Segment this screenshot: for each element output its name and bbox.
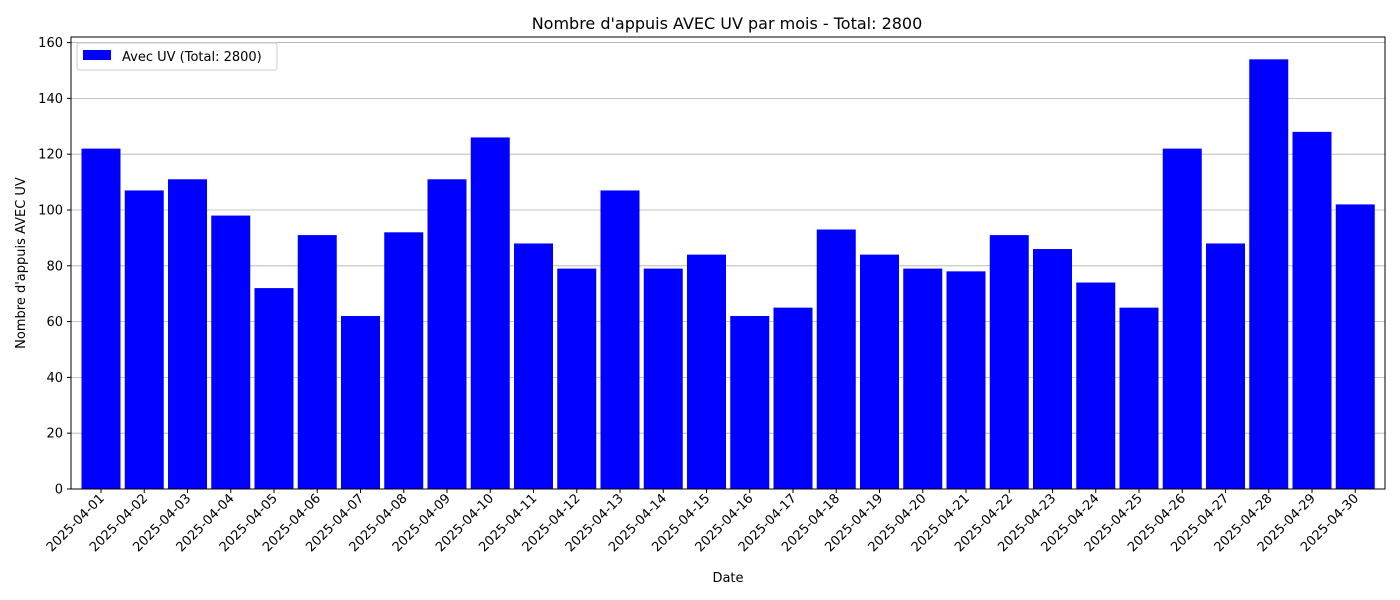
bar — [1335, 204, 1375, 489]
chart-title: Nombre d'appuis AVEC UV par mois - Total… — [532, 14, 923, 33]
bar — [211, 215, 251, 489]
bar — [124, 190, 164, 489]
y-tick-label: 140 — [38, 92, 63, 107]
y-tick-label: 40 — [46, 371, 63, 386]
y-tick-label: 20 — [46, 427, 63, 442]
x-axis-label: Date — [712, 571, 743, 586]
bar — [946, 271, 986, 489]
legend-swatch — [83, 50, 111, 60]
legend-label: Avec UV (Total: 2800) — [122, 50, 262, 65]
bar — [1249, 59, 1289, 490]
bar — [427, 179, 467, 489]
bar — [384, 232, 424, 489]
bar — [254, 288, 294, 489]
y-tick-label: 0 — [55, 483, 63, 498]
bar — [514, 243, 553, 489]
bar — [168, 179, 207, 489]
bar — [297, 235, 337, 489]
legend: Avec UV (Total: 2800) — [76, 42, 278, 71]
bar — [687, 254, 726, 489]
y-tick-label: 120 — [38, 148, 63, 163]
bar — [1119, 307, 1159, 489]
y-axis: 0 20 40 60 80 100 120 140 160 — [38, 36, 71, 498]
bar — [600, 190, 640, 489]
y-tick-label: 80 — [46, 259, 63, 274]
bar — [470, 137, 510, 489]
y-tick-label: 100 — [38, 203, 63, 218]
bar — [341, 316, 380, 489]
bars — [81, 59, 1375, 490]
bar — [81, 148, 121, 490]
bar — [989, 235, 1029, 489]
y-axis-label: Nombre d'appuis AVEC UV — [14, 177, 29, 349]
bar — [1162, 148, 1202, 490]
bar — [1206, 243, 1245, 489]
bar — [773, 307, 813, 489]
legend-box — [76, 42, 278, 71]
y-tick-label: 60 — [46, 315, 63, 330]
bar — [816, 229, 856, 489]
plot-frame — [70, 36, 1386, 490]
bar — [860, 254, 899, 489]
bar — [1292, 131, 1332, 489]
bar — [643, 268, 683, 489]
bar — [730, 316, 770, 489]
bar — [1033, 249, 1072, 489]
bar — [903, 268, 943, 489]
bar — [1076, 282, 1116, 489]
x-axis: 2025-04-012025-04-022025-04-032025-04-04… — [44, 489, 1362, 555]
bar — [557, 268, 597, 489]
y-tick-label: 160 — [38, 36, 63, 51]
